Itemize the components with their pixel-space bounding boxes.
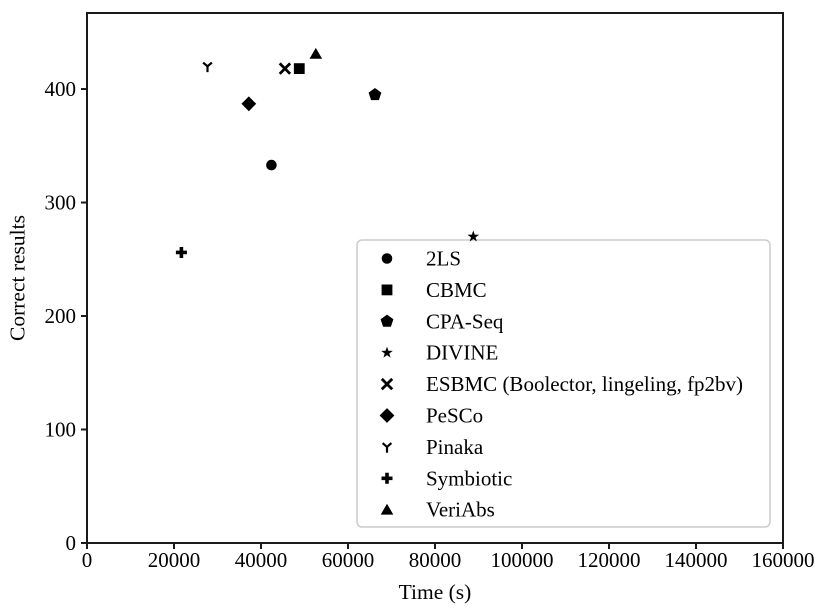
tri-down-y-icon [206,61,213,68]
legend-marker-plus-icon [381,472,393,484]
legend-label-esbmc-boolector-lingeling-fp2bv: ESBMC (Boolector, lingeling, fp2bv) [426,372,743,396]
legend-marker-triangle-up-icon [380,503,394,515]
x-tick-label-6: 120000 [578,548,641,572]
legend-label-pesco: PeSCo [426,404,483,428]
star-icon [381,346,393,358]
y-axis-title: Correct results [5,215,30,341]
y-tick-label-4: 400 [45,77,77,101]
data-point-divine [467,230,480,242]
circle-icon [381,253,393,264]
legend-marker-star-icon [381,346,393,358]
data-point-veriabs [309,47,323,59]
legend-label-symbiotic: Symbiotic [426,466,512,490]
legend-label-cbmc: CBMC [426,278,487,302]
y-tick-label-2: 200 [45,304,77,328]
legend-item-pesco: PeSCo [379,404,483,428]
data-point-pesco [241,96,257,112]
legend-label-pinaka: Pinaka [426,435,484,459]
x-tick-label-1: 20000 [148,548,201,572]
legend-label-cpa-seq: CPA-Seq [426,309,504,333]
diamond-icon [241,96,257,112]
triangle-up-icon [309,47,323,59]
legend-item-pinaka: Pinaka [381,435,484,459]
data-point-esbmc-boolector-lingeling-fp2bv [278,62,292,75]
legend-marker-diamond-icon [379,408,395,423]
legend-marker-x-icon [380,377,394,391]
tri-down-y-icon [381,442,388,448]
y-tick-label-3: 300 [45,191,77,215]
legend-label-divine: DIVINE [426,341,498,365]
data-point-cbmc [293,63,305,75]
plus-icon [175,246,187,258]
x-icon [380,377,394,391]
square-icon [381,284,393,296]
x-tick-label-5: 100000 [491,548,554,572]
legend-item-veriabs: VeriAbs [380,498,495,522]
star-icon [467,230,480,242]
x-tick-label-0: 0 [82,548,93,572]
plus-icon [381,472,393,484]
x-tick-label-8: 160000 [752,548,815,572]
x-tick-label-4: 80000 [409,548,462,572]
y-tick-label-1: 100 [45,418,77,442]
legend-marker-tri-down-y-icon [381,442,393,453]
tri-down-y-icon [202,61,209,68]
legend-item-divine: DIVINE [381,341,498,365]
legend: 2LS CBMC CPA-Seq DIVINE ESBMC (Boolector, li… [356,239,771,528]
tri-down-y-icon [386,442,393,448]
y-tick-label-0: 0 [66,531,77,555]
legend-item-cbmc: CBMC [381,278,487,302]
x-axis-title: Time (s) [398,580,472,604]
legend-item-cpa-seq: CPA-Seq [380,309,504,333]
data-point-2ls [266,159,277,171]
legend-label-2ls: 2LS [426,247,461,271]
data-point-pinaka [202,61,213,73]
legend-box [356,239,771,528]
legend-marker-pentagon-icon [380,314,394,327]
x-tick-label-2: 40000 [235,548,288,572]
x-tick-label-7: 140000 [665,548,728,572]
legend-item-esbmc-boolector-lingeling-fp2bv: ESBMC (Boolector, lingeling, fp2bv) [380,372,743,396]
legend-item-2ls: 2LS [381,247,461,271]
legend-item-symbiotic: Symbiotic [381,466,512,490]
x-icon [278,62,292,75]
x-tick-label-3: 60000 [322,548,375,572]
data-point-symbiotic [175,246,187,258]
square-icon [293,63,305,75]
legend-marker-square-icon [381,284,393,296]
pentagon-icon [380,314,394,327]
circle-icon [266,159,277,171]
diamond-icon [379,408,395,423]
legend-marker-circle-icon [381,253,393,264]
legend-label-veriabs: VeriAbs [426,498,495,522]
triangle-up-icon [380,503,394,515]
data-point-cpa-seq [368,88,382,101]
pentagon-icon [368,88,382,101]
